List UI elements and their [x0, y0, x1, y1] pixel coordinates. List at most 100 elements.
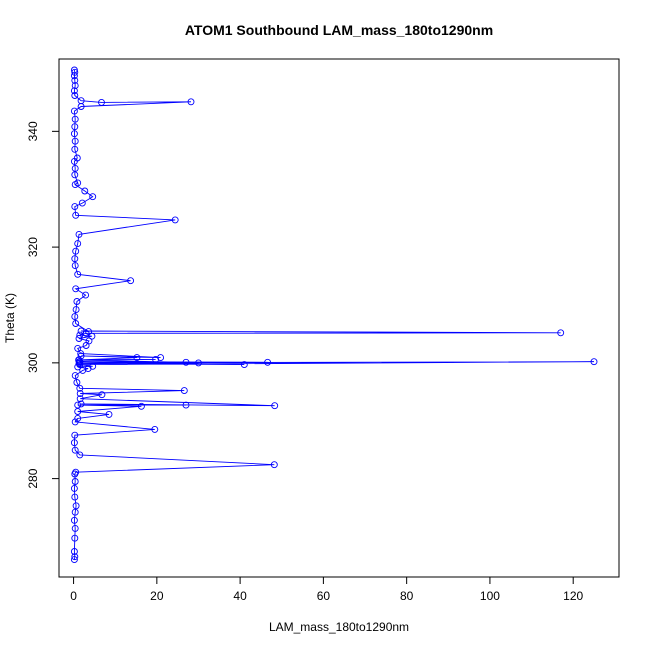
- y-axis: 280 300 320 340: [26, 121, 60, 489]
- data-point: [70, 484, 78, 492]
- data-point: [71, 508, 79, 516]
- data-point: [71, 82, 79, 90]
- data-point: [89, 193, 97, 201]
- data-point: [133, 354, 141, 362]
- data-point: [76, 451, 84, 459]
- data-point: [72, 247, 80, 255]
- data-point: [271, 402, 279, 410]
- data-point: [75, 356, 83, 364]
- data-point: [98, 98, 105, 106]
- data-point: [182, 401, 190, 409]
- data-point: [76, 331, 84, 339]
- data-point: [76, 390, 84, 397]
- data-point: [171, 216, 179, 224]
- plot-area-frame: [58, 58, 620, 578]
- data-point: [72, 211, 80, 219]
- data-point: [71, 164, 79, 172]
- data-point: [74, 179, 82, 187]
- x-tick-label: 20: [150, 589, 164, 603]
- data-point: [74, 240, 82, 248]
- data-point: [70, 556, 78, 564]
- data-point: [72, 320, 80, 327]
- data-point: [70, 87, 78, 95]
- x-axis: 0 20 40 60 80 100 120: [70, 576, 584, 603]
- data-point: [151, 425, 159, 433]
- data-point: [70, 516, 78, 524]
- data-point: [590, 358, 598, 366]
- data-point: [81, 187, 89, 195]
- data-point: [71, 553, 79, 561]
- data-point: [127, 277, 135, 285]
- data-point: [71, 92, 79, 99]
- y-tick-label: 320: [26, 237, 40, 257]
- data-point: [71, 68, 79, 76]
- data-point: [71, 524, 79, 532]
- data-point: [88, 332, 96, 340]
- data-point: [195, 359, 202, 367]
- data-point: [71, 493, 79, 501]
- data-point: [137, 402, 145, 410]
- data-point: [70, 66, 78, 74]
- data-point: [77, 350, 85, 358]
- data-point: [70, 107, 78, 115]
- data-point: [71, 115, 79, 123]
- chart-title: ATOM1 Southbound LAM_mass_180to1290nm: [185, 22, 493, 38]
- x-tick-label: 60: [317, 589, 331, 603]
- y-tick-label: 340: [26, 121, 40, 141]
- data-point: [85, 328, 93, 336]
- data-point: [71, 203, 79, 211]
- data-point: [270, 461, 278, 469]
- data-point: [74, 344, 82, 352]
- data-point: [77, 352, 85, 360]
- data-point: [72, 306, 80, 314]
- x-tick-label: 120: [563, 589, 583, 603]
- series-layer: [70, 66, 598, 564]
- y-axis-label: Theta (K): [3, 293, 17, 343]
- data-point: [75, 335, 83, 342]
- y-tick-label: 280: [26, 468, 40, 488]
- data-point: [74, 270, 82, 278]
- data-point: [77, 327, 85, 335]
- data-point: [82, 291, 90, 299]
- data-point: [240, 361, 248, 369]
- data-point: [180, 387, 188, 395]
- data-point: [71, 255, 79, 263]
- data-point: [71, 446, 79, 454]
- y-tick-label: 300: [26, 353, 40, 373]
- data-point: [74, 414, 82, 422]
- data-point: [77, 97, 85, 105]
- data-point: [70, 130, 78, 138]
- data-point: [71, 372, 79, 380]
- data-point: [70, 439, 78, 447]
- data-point: [157, 354, 165, 362]
- data-point: [71, 145, 79, 153]
- data-point: [73, 298, 81, 305]
- x-tick-label: 40: [233, 589, 247, 603]
- data-point: [73, 154, 81, 162]
- data-point: [78, 199, 86, 207]
- x-axis-label: LAM_mass_180to1290nm: [269, 620, 409, 634]
- x-tick-label: 100: [480, 589, 500, 603]
- data-point: [105, 410, 113, 418]
- data-point: [71, 123, 79, 131]
- data-point: [89, 362, 97, 370]
- data-point: [70, 548, 78, 555]
- x-tick-label: 80: [400, 589, 414, 603]
- data-point: [76, 395, 84, 403]
- data-point: [557, 329, 565, 337]
- data-point: [72, 468, 80, 476]
- data-point: [182, 358, 190, 366]
- data-point: [264, 358, 272, 366]
- x-tick-label: 0: [70, 589, 77, 603]
- data-point: [76, 384, 84, 392]
- data-point: [71, 76, 79, 84]
- data-point: [152, 355, 160, 363]
- data-point: [71, 262, 79, 270]
- data-point: [98, 391, 106, 399]
- data-point: [74, 401, 82, 409]
- data-point: [75, 230, 83, 238]
- series-line: [73, 69, 595, 560]
- data-point: [187, 98, 195, 106]
- data-point: [71, 137, 79, 145]
